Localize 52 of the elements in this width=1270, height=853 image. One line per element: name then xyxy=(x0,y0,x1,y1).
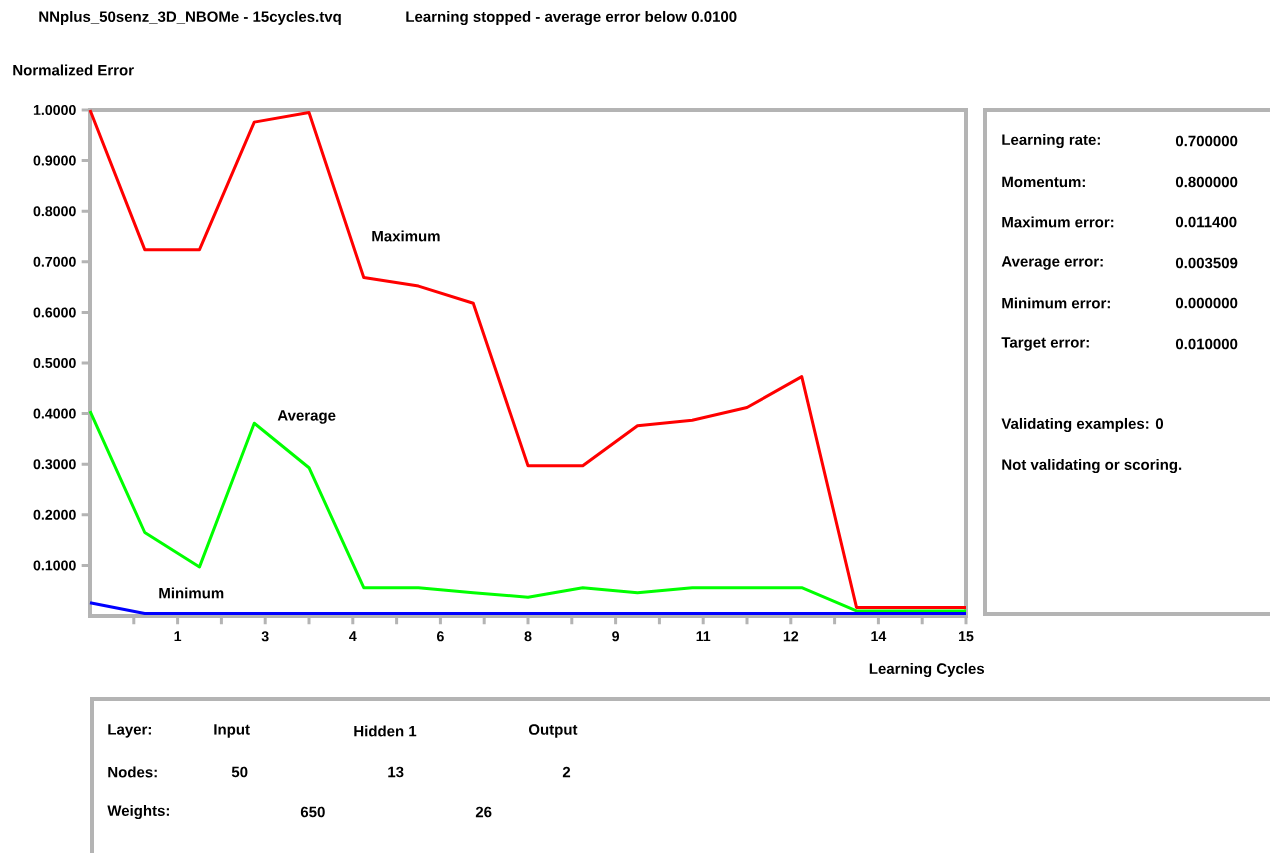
text: 0.000000 xyxy=(1175,297,1238,309)
text: Output xyxy=(528,724,578,738)
series-label: Maximum xyxy=(372,230,440,242)
text: Weights: xyxy=(107,804,169,820)
y-tick-label: 0.8000 xyxy=(33,206,76,217)
x-tick-label: 11 xyxy=(696,631,711,642)
x-tick-label: 8 xyxy=(524,631,532,642)
text: Momentum: xyxy=(1002,176,1085,188)
text: Maximum error: xyxy=(1002,216,1114,228)
y-tick-label: 0.3000 xyxy=(33,459,76,470)
text: Learning rate: xyxy=(1002,133,1100,149)
series-label: Minimum xyxy=(159,587,224,599)
series-label: Average xyxy=(277,410,336,424)
x-tick-label: 12 xyxy=(783,631,799,642)
y-axis-title: Normalized Error xyxy=(13,64,134,76)
text: Not validating or scoring. xyxy=(1002,458,1182,474)
x-tick-label: 1 xyxy=(174,631,182,642)
x-tick-label: 15 xyxy=(959,631,974,642)
text: Input xyxy=(214,724,250,738)
y-tick-label: 0.1000 xyxy=(33,560,76,571)
y-tick-label: 0.2000 xyxy=(33,509,76,520)
text: Validating examples: 0 xyxy=(1001,417,1164,433)
y-tick-label: 0.6000 xyxy=(33,307,76,318)
chart-title: NNplus_50senz_3D_NBOMe - 15cycles.tvq xyxy=(39,10,341,25)
x-tick-label: 6 xyxy=(436,631,444,642)
text: Nodes: xyxy=(108,766,157,778)
text: 0.003509 xyxy=(1175,257,1238,269)
text: 0.800000 xyxy=(1175,176,1238,188)
text: Layer: xyxy=(108,724,151,738)
text: 2 xyxy=(562,766,571,778)
x-axis-title: Learning Cycles xyxy=(869,662,985,678)
text: 0.010000 xyxy=(1175,338,1238,350)
y-tick-label: 0.9000 xyxy=(33,155,76,166)
y-tick-label: 0.5000 xyxy=(33,357,76,368)
text: 26 xyxy=(475,806,492,818)
text: 0.700000 xyxy=(1175,135,1238,147)
text: Hidden 1 xyxy=(354,725,417,737)
text: 650 xyxy=(300,806,325,818)
text: 13 xyxy=(388,766,404,778)
y-tick-label: 0.4000 xyxy=(33,408,76,419)
text: Average error: xyxy=(1001,256,1103,270)
chart-subtitle: Learning stopped - average error below 0.0100 xyxy=(406,10,737,26)
text: 50 xyxy=(231,766,248,778)
text: Target error: xyxy=(1001,337,1089,351)
text: 0.011400 xyxy=(1175,216,1237,228)
x-tick-label: 4 xyxy=(349,631,357,642)
x-tick-label: 3 xyxy=(261,631,269,642)
y-tick-label: 1.0000 xyxy=(33,104,76,115)
y-tick-label: 0.7000 xyxy=(33,256,76,267)
x-tick-label: 14 xyxy=(871,631,887,642)
text: Minimum error: xyxy=(1002,297,1110,309)
x-tick-label: 9 xyxy=(612,631,620,642)
